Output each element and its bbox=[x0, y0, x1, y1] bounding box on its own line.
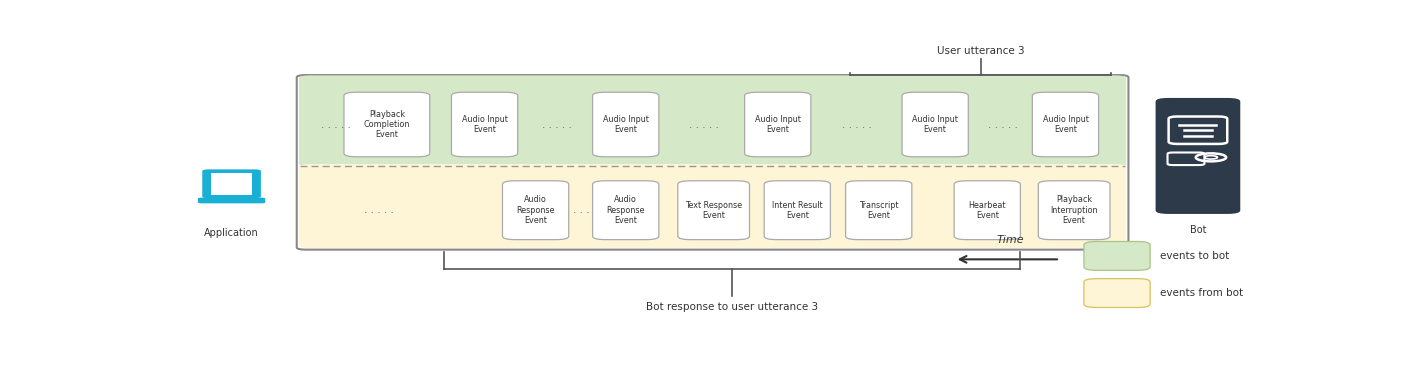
FancyBboxPatch shape bbox=[1033, 92, 1098, 157]
Text: Application: Application bbox=[205, 228, 259, 238]
FancyBboxPatch shape bbox=[902, 92, 968, 157]
FancyBboxPatch shape bbox=[345, 92, 430, 157]
FancyBboxPatch shape bbox=[593, 181, 658, 240]
FancyBboxPatch shape bbox=[846, 181, 912, 240]
FancyBboxPatch shape bbox=[1084, 279, 1150, 308]
Text: . . .: . . . bbox=[573, 205, 590, 215]
FancyBboxPatch shape bbox=[198, 198, 265, 203]
Text: . . . . .: . . . . . bbox=[988, 119, 1017, 129]
FancyBboxPatch shape bbox=[744, 92, 811, 157]
FancyBboxPatch shape bbox=[678, 181, 750, 240]
Text: events from bot: events from bot bbox=[1160, 288, 1243, 298]
Text: . . . . .: . . . . . bbox=[542, 119, 572, 129]
Text: Audio Input
Event: Audio Input Event bbox=[1042, 115, 1089, 134]
Text: Playback
Interruption
Event: Playback Interruption Event bbox=[1051, 195, 1098, 225]
FancyBboxPatch shape bbox=[298, 164, 1126, 248]
FancyBboxPatch shape bbox=[297, 75, 1128, 250]
Text: Bot: Bot bbox=[1189, 225, 1206, 235]
Text: Intent Result
Event: Intent Result Event bbox=[772, 200, 822, 220]
Text: Audio Input
Event: Audio Input Event bbox=[755, 115, 800, 134]
Text: User utterance 3: User utterance 3 bbox=[937, 46, 1024, 56]
Text: . . . . .: . . . . . bbox=[321, 119, 350, 129]
FancyBboxPatch shape bbox=[593, 92, 658, 157]
Text: Audio Input
Event: Audio Input Event bbox=[602, 115, 649, 134]
Text: Audio
Response
Event: Audio Response Event bbox=[517, 195, 555, 225]
FancyBboxPatch shape bbox=[212, 173, 252, 196]
Text: Hearbeat
Event: Hearbeat Event bbox=[968, 200, 1006, 220]
Text: Playback
Completion
Event: Playback Completion Event bbox=[364, 109, 410, 139]
Text: Text Response
Event: Text Response Event bbox=[685, 200, 743, 220]
Text: Audio Input
Event: Audio Input Event bbox=[462, 115, 507, 134]
Text: Transcript
Event: Transcript Event bbox=[859, 200, 898, 220]
FancyBboxPatch shape bbox=[1156, 98, 1240, 214]
Text: . . . . .: . . . . . bbox=[364, 205, 394, 215]
Text: Bot response to user utterance 3: Bot response to user utterance 3 bbox=[646, 302, 818, 312]
Text: . . . . .: . . . . . bbox=[689, 119, 719, 129]
FancyBboxPatch shape bbox=[764, 181, 831, 240]
FancyBboxPatch shape bbox=[202, 169, 261, 198]
FancyBboxPatch shape bbox=[954, 181, 1020, 240]
FancyBboxPatch shape bbox=[1038, 181, 1110, 240]
Text: . . . . .: . . . . . bbox=[842, 119, 871, 129]
Text: events to bot: events to bot bbox=[1160, 251, 1229, 261]
Text: Audio Input
Event: Audio Input Event bbox=[912, 115, 958, 134]
Text: Time: Time bbox=[998, 235, 1024, 245]
FancyBboxPatch shape bbox=[451, 92, 518, 157]
FancyBboxPatch shape bbox=[1084, 242, 1150, 270]
FancyBboxPatch shape bbox=[298, 75, 1126, 167]
FancyBboxPatch shape bbox=[503, 181, 569, 240]
Text: Audio
Response
Event: Audio Response Event bbox=[607, 195, 644, 225]
